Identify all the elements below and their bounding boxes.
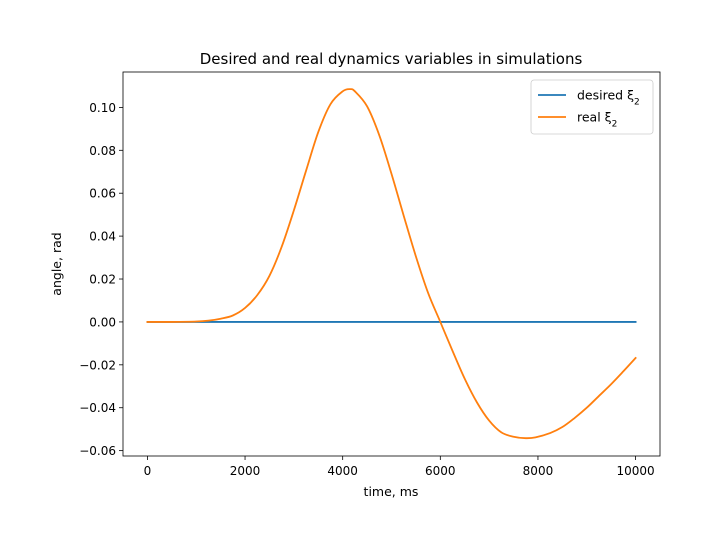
x-tick-label: 10000 <box>616 464 654 478</box>
axes-frame <box>122 71 661 457</box>
legend-box <box>530 79 654 135</box>
series-line-1 <box>146 88 637 440</box>
y-axis: −0.06 −0.04 −0.02 0.00 0.02 0.04 0.06 0.08 0.10 <box>79 101 123 458</box>
y-axis-label: angle, rad <box>49 232 64 295</box>
y-tick-label: 0.04 <box>89 230 116 244</box>
plot-area <box>122 71 661 457</box>
y-tick-label: 0.06 <box>89 187 116 201</box>
y-tick-label: 0.00 <box>89 315 116 329</box>
y-tick-label: −0.06 <box>79 444 116 458</box>
x-tick-label: 2000 <box>230 464 261 478</box>
x-tick-label: 6000 <box>425 464 456 478</box>
y-tick-label: −0.04 <box>79 401 116 415</box>
legend-label: desired ξ2 <box>577 88 640 108</box>
x-axis-label: time, ms <box>364 484 419 499</box>
x-tick-label: 8000 <box>523 464 554 478</box>
x-tick-label: 0 <box>144 464 152 478</box>
chart-title: Desired and real dynamics variables in s… <box>200 50 583 68</box>
x-axis: 0 2000 4000 6000 8000 10000 <box>144 456 655 478</box>
y-tick-label: −0.02 <box>79 358 116 372</box>
y-tick-label: 0.08 <box>89 144 116 158</box>
legend-label: real ξ2 <box>577 110 617 130</box>
y-tick-label: 0.10 <box>89 101 116 115</box>
series-layer <box>146 88 637 440</box>
x-tick-label: 4000 <box>327 464 358 478</box>
y-tick-label: 0.02 <box>89 273 116 287</box>
